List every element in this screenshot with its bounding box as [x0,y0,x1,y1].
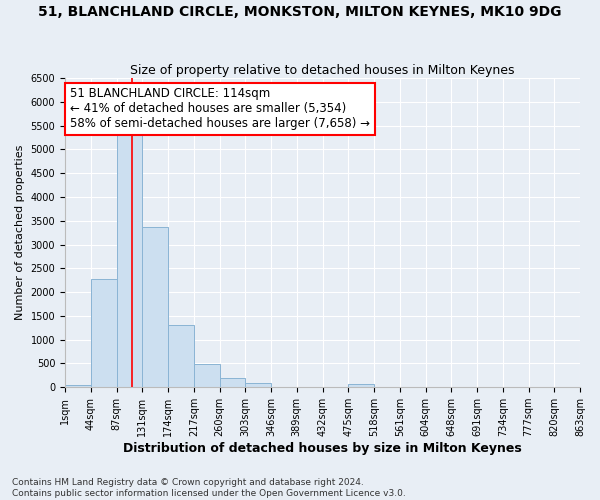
Bar [220,378,245,387]
Text: 51, BLANCHLAND CIRCLE, MONKSTON, MILTON KEYNES, MK10 9DG: 51, BLANCHLAND CIRCLE, MONKSTON, MILTON … [38,5,562,19]
Bar [245,384,271,387]
Bar [348,384,374,387]
Bar [168,325,194,387]
Text: 51 BLANCHLAND CIRCLE: 114sqm
← 41% of detached houses are smaller (5,354)
58% of: 51 BLANCHLAND CIRCLE: 114sqm ← 41% of de… [70,88,370,130]
X-axis label: Distribution of detached houses by size in Milton Keynes: Distribution of detached houses by size … [123,442,522,455]
Bar [116,129,142,387]
Title: Size of property relative to detached houses in Milton Keynes: Size of property relative to detached ho… [130,64,515,77]
Bar [91,279,116,387]
Y-axis label: Number of detached properties: Number of detached properties [15,145,25,320]
Bar [142,226,168,387]
Bar [65,385,91,387]
Text: Contains HM Land Registry data © Crown copyright and database right 2024.
Contai: Contains HM Land Registry data © Crown c… [12,478,406,498]
Bar [194,364,220,387]
